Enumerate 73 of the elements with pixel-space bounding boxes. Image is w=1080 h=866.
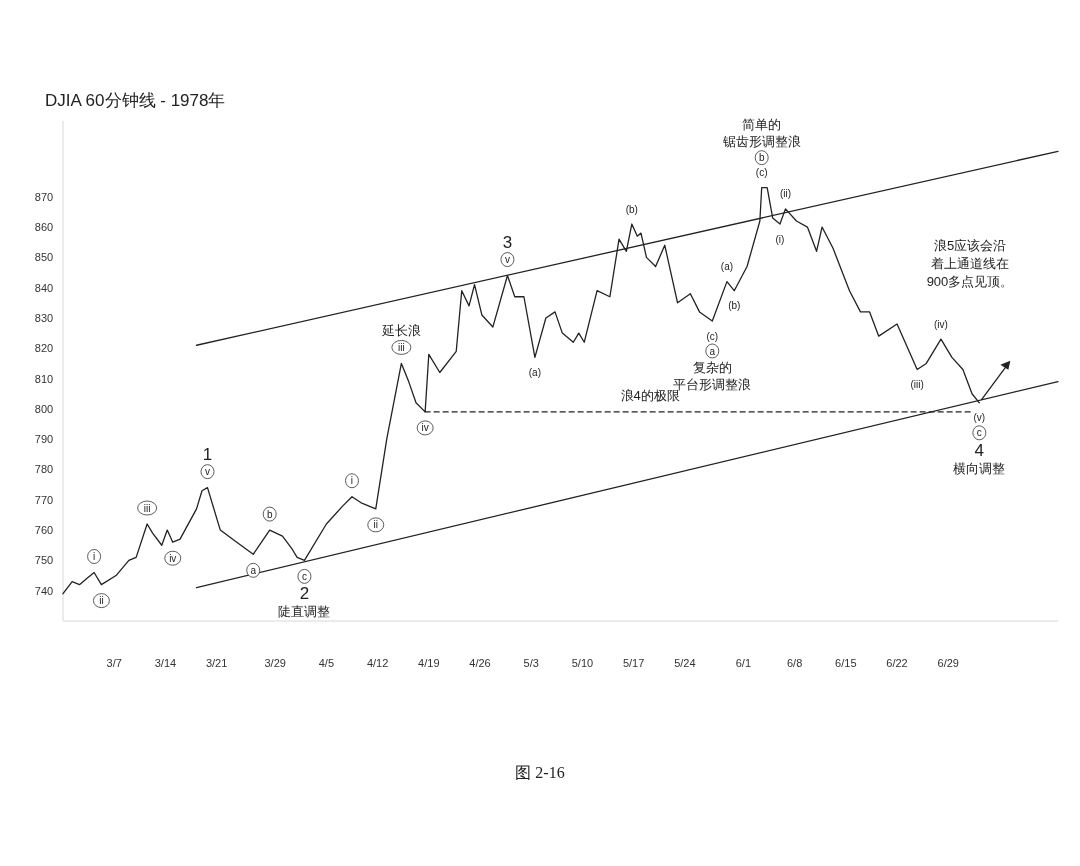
y-tick-label: 870 (34, 190, 54, 203)
annotation: 900多点见顶。 (926, 273, 1014, 289)
y-tick-label: 840 (34, 281, 54, 294)
annotation: a (709, 345, 716, 357)
annotation: iii (398, 341, 405, 353)
y-tick-label: 820 (34, 342, 54, 355)
y-tick-label: 860 (34, 221, 54, 234)
annotation: iii (143, 502, 151, 514)
y-tick-label: 790 (34, 433, 54, 446)
y-tick-label: 830 (34, 311, 54, 324)
x-tick-label: 5/17 (622, 657, 645, 669)
y-tick-label: 740 (34, 584, 54, 597)
annotation: v (504, 254, 510, 266)
annotation: ii (373, 519, 378, 531)
annotation: b (266, 508, 273, 520)
annotation: (ii) (779, 188, 792, 200)
annotation: (iii) (910, 378, 924, 390)
annotation: ii (99, 595, 104, 607)
x-tick-label: 5/3 (523, 657, 539, 669)
annotation: iv (421, 422, 429, 434)
x-tick-label: 3/14 (154, 657, 177, 669)
annotation: c (976, 427, 982, 439)
annotation: 3 (502, 232, 513, 252)
annotation: (a) (528, 366, 542, 378)
annotation: (c) (755, 167, 768, 179)
x-tick-label: 3/29 (264, 657, 286, 669)
y-tick-label: 760 (34, 524, 54, 537)
annotation: a (250, 564, 257, 576)
annotation: (a) (720, 261, 734, 273)
annotation: (b) (625, 203, 638, 215)
annotation: 简单的 (742, 116, 782, 132)
x-tick-label: 4/12 (366, 657, 389, 669)
x-tick-label: 4/19 (418, 657, 440, 669)
x-tick-label: 6/22 (886, 657, 908, 669)
annotation: (iv) (934, 318, 948, 330)
y-tick-label: 800 (34, 402, 54, 415)
annotation: 复杂的 (692, 360, 732, 375)
y-tick-label: 850 (34, 251, 54, 264)
x-tick-label: 5/24 (674, 657, 696, 669)
annotation: 横向调整 (953, 460, 1006, 476)
x-tick-label: 6/29 (937, 657, 959, 669)
x-tick-label: 6/8 (786, 657, 803, 669)
annotation: iv (169, 552, 177, 564)
x-tick-label: 3/21 (205, 657, 228, 669)
annotation: 锯齿形调整浪 (721, 133, 801, 149)
annotation: 浪5应该会沿 (933, 237, 1007, 253)
annotation: 1 (202, 444, 213, 464)
annotation: 陡直调整 (278, 604, 331, 620)
annotation: (c) (706, 330, 719, 342)
x-tick-label: 4/26 (469, 657, 491, 669)
y-tick-label: 770 (34, 493, 54, 506)
annotation: 延长浪 (380, 323, 421, 339)
x-tick-label: 4/5 (318, 657, 335, 669)
annotation: 着上通道线在 (931, 255, 1009, 271)
y-tick-label: 780 (34, 463, 54, 476)
y-tick-label: 750 (34, 554, 54, 567)
caption: 图 2-16 (515, 763, 565, 781)
chart-title: DJIA 60分钟线 - 1978年 (45, 91, 226, 110)
annotation: (v) (973, 412, 986, 424)
x-tick-label: 6/15 (835, 657, 857, 669)
x-tick-label: 3/7 (106, 657, 122, 669)
x-tick-label: 5/10 (571, 657, 594, 669)
annotation: v (204, 466, 210, 478)
x-tick-label: 6/1 (735, 657, 752, 669)
annotation: (i) (775, 233, 785, 245)
annotation: i (350, 475, 354, 487)
annotation: (b) (728, 300, 741, 312)
annotation: i (92, 551, 96, 563)
annotation: b (758, 152, 765, 164)
annotation: 2 (299, 584, 310, 604)
y-tick-label: 810 (34, 372, 54, 385)
annotation: c (301, 570, 307, 582)
annotation: 4 (974, 440, 985, 460)
